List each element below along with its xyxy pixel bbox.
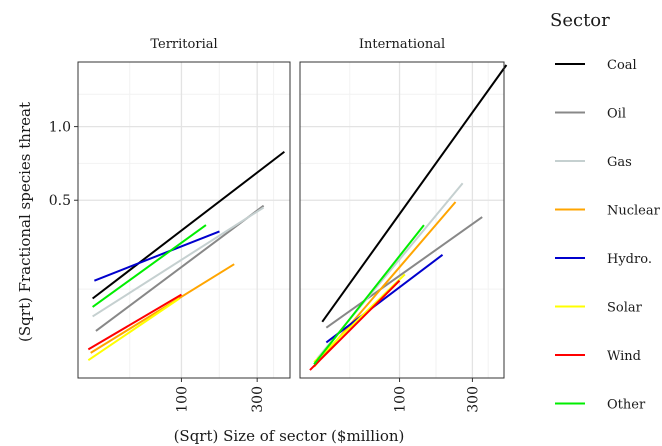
legend-label: Wind: [607, 349, 641, 364]
legend-item: Nuclear: [555, 204, 661, 219]
legend-item: Wind: [555, 349, 641, 364]
y-axis-title: (Sqrt) Fractional species threat: [16, 102, 34, 342]
panel-international: International 100 300: [299, 37, 508, 413]
legend-label: Other: [607, 398, 646, 413]
legend-item: Hydro.: [555, 252, 652, 267]
legend-item: Oil: [555, 107, 626, 122]
series-line-other: [313, 224, 425, 365]
panel-border: [299, 61, 505, 379]
series-line-gas: [92, 206, 265, 318]
panel-title: International: [359, 37, 445, 52]
legend-label: Nuclear: [607, 204, 661, 219]
legend-label: Oil: [607, 107, 626, 122]
series-line-coal: [321, 64, 508, 323]
series-line-oil: [95, 204, 265, 332]
panels-layer: Territorial 100 300 0.5 1.0 International 100 3…: [49, 37, 508, 413]
x-tick-label: 300: [465, 386, 481, 413]
x-tick-label: 300: [250, 386, 266, 413]
x-axis-title: (Sqrt) Size of sector ($million): [174, 427, 405, 445]
legend-item: Other: [555, 398, 646, 413]
legend-label: Hydro.: [607, 252, 652, 267]
y-tick-label: 0.5: [49, 193, 71, 209]
legend-label: Coal: [607, 58, 637, 73]
legend-title: Sector: [550, 10, 610, 31]
series-line-solar: [87, 297, 180, 362]
panel-territorial: Territorial 100 300 0.5 1.0: [49, 37, 291, 413]
legend-items: Coal Oil Gas Nuclear Hydro. Solar Wind Other: [555, 58, 661, 413]
panel-border: [77, 61, 291, 379]
series-line-wind: [309, 279, 401, 371]
x-tick-label: 100: [393, 386, 409, 413]
series-line-other: [92, 224, 207, 308]
legend: Sector Coal Oil Gas Nuclear Hydro. Solar Wind O…: [550, 10, 661, 413]
series-line-nuclear: [90, 263, 235, 354]
series-line-hydro: [93, 230, 220, 282]
legend-label: Gas: [607, 155, 632, 170]
series-line-coal: [92, 150, 285, 300]
legend-item: Gas: [555, 155, 632, 170]
legend-item: Coal: [555, 58, 637, 73]
legend-label: Solar: [607, 301, 643, 316]
series-line-hydro: [325, 254, 444, 344]
y-tick-label: 1.0: [49, 120, 71, 136]
panel-title: Territorial: [150, 37, 217, 52]
series-line-solar: [313, 273, 406, 363]
series-line-oil: [325, 216, 483, 329]
series-line-wind: [87, 293, 182, 351]
x-tick-label: 100: [174, 386, 190, 413]
legend-item: Solar: [555, 301, 643, 316]
